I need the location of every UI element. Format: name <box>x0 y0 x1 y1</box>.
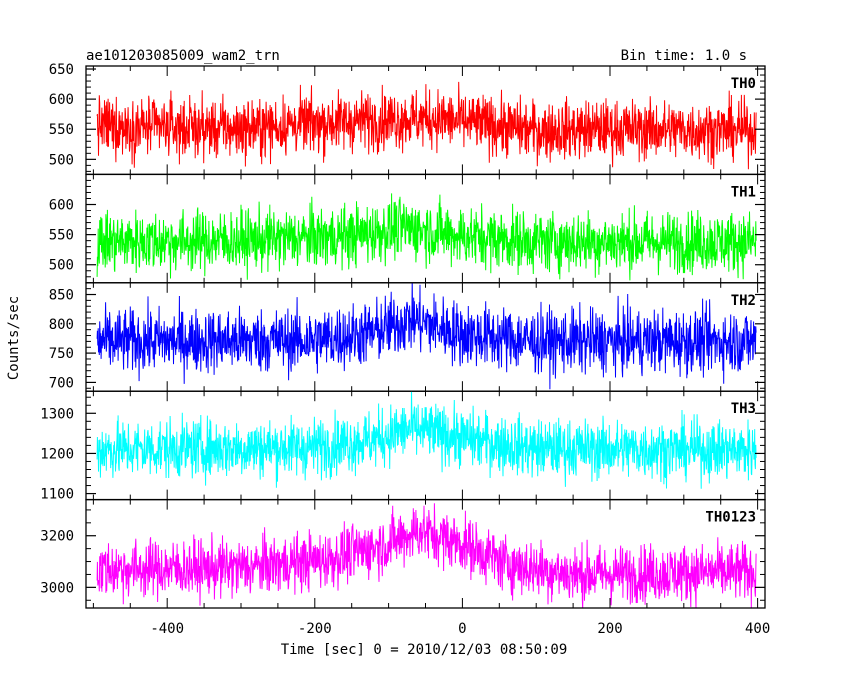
y-tick-label: 550 <box>49 228 74 244</box>
series-label-th1: TH1 <box>731 184 756 200</box>
y-axis-label: Counts/sec <box>6 296 22 380</box>
chart-title: ae101203085009_wam2_trn <box>86 48 280 64</box>
y-tick-label: 1100 <box>40 487 74 503</box>
x-tick-label: 200 <box>597 621 622 637</box>
series-line-th1 <box>96 193 757 281</box>
series-label-th0: TH0 <box>731 76 756 92</box>
y-tick-label: 650 <box>49 62 74 78</box>
x-axis-label: Time [sec] 0 = 2010/12/03 08:50:09 <box>281 642 568 658</box>
y-tick-label: 500 <box>49 152 74 168</box>
x-tick-label: -400 <box>150 621 184 637</box>
y-tick-label: 600 <box>49 92 74 108</box>
series-label-th2: TH2 <box>731 293 756 309</box>
x-tick-label: 0 <box>458 621 466 637</box>
panel-th2: 700 750 800 850 TH2 <box>49 282 766 392</box>
panels-group: 500 550 600 650 TH0 500 550 600 TH1 700 750 800 850 T… <box>40 62 766 609</box>
panel-th0123: 3000 3200 TH0123 <box>40 498 766 609</box>
x-tick-label: -200 <box>298 621 332 637</box>
x-axis: -400 -200 0 200 400 <box>150 621 770 637</box>
y-tick-label: 550 <box>49 122 74 138</box>
y-tick-label: 1200 <box>40 446 74 462</box>
series-line-th2 <box>96 282 757 390</box>
bin-time-label: Bin time: 1.0 s <box>621 48 747 64</box>
panel-th3: 1100 1200 1300 TH3 <box>40 390 766 503</box>
panel-th1: 500 550 600 TH1 <box>49 173 766 284</box>
y-tick-label: 600 <box>49 198 74 214</box>
y-tick-label: 750 <box>49 346 74 362</box>
series-label-th0123: TH0123 <box>705 510 756 526</box>
y-tick-label: 1300 <box>40 406 74 422</box>
y-tick-label: 800 <box>49 317 74 333</box>
y-tick-label: 500 <box>49 258 74 274</box>
y-tick-label: 3200 <box>40 529 74 545</box>
panel-th0: 500 550 600 650 TH0 <box>49 62 766 176</box>
series-line-th0123 <box>96 503 757 609</box>
x-tick-label: 400 <box>745 621 770 637</box>
series-label-th3: TH3 <box>731 401 756 417</box>
series-line-th0 <box>96 81 757 170</box>
y-tick-label: 700 <box>49 375 74 391</box>
series-line-th3 <box>96 391 757 489</box>
y-tick-label: 850 <box>49 288 74 304</box>
y-tick-label: 3000 <box>40 580 74 596</box>
